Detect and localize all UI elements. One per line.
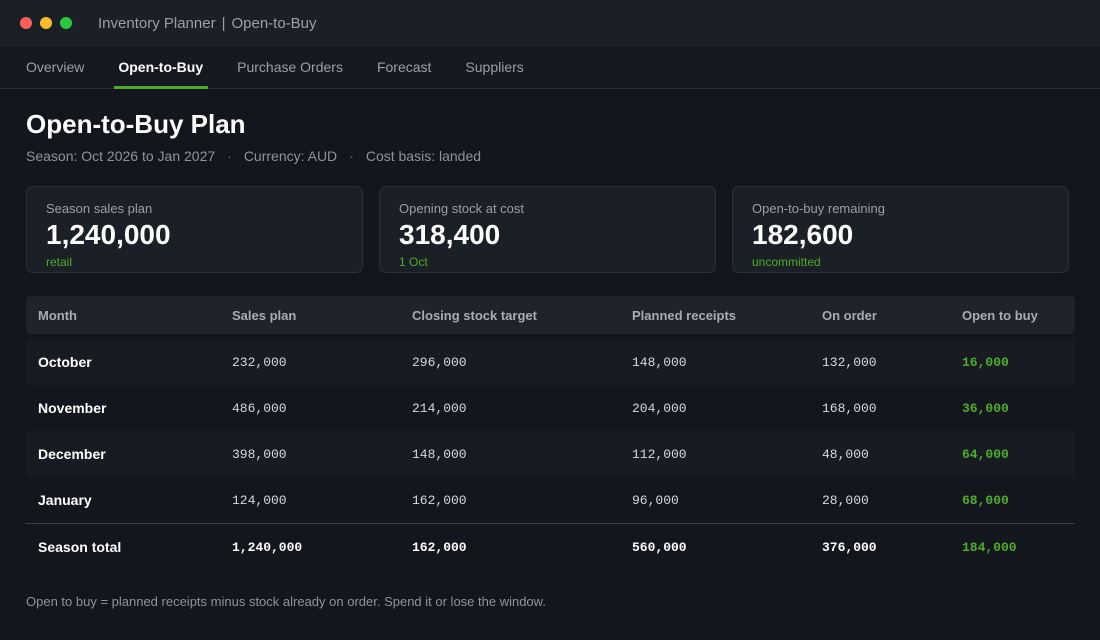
minimize-window-button[interactable] — [40, 17, 52, 29]
tab-overview[interactable]: Overview — [26, 59, 85, 75]
card-subtext: uncommitted — [752, 255, 821, 269]
tab-bar: Overview Open-to-Buy Purchase Orders For… — [0, 46, 1100, 89]
cost-basis-info: Cost basis: landed — [365, 148, 482, 164]
table-row[interactable]: October 232,000 296,000 148,000 132,000 … — [26, 339, 1075, 385]
currency-info: Currency: AUD — [243, 148, 338, 164]
month-cell: October — [38, 354, 92, 370]
table-row[interactable]: November 486,000 214,000 204,000 168,000… — [26, 385, 1075, 431]
closing-stock-cell: 162,000 — [412, 492, 467, 508]
total-on-order: 376,000 — [822, 539, 877, 555]
closing-stock-cell: 296,000 — [412, 354, 467, 370]
total-label: Season total — [38, 539, 122, 555]
on-order-cell: 168,000 — [822, 400, 877, 416]
total-planned-receipts: 560,000 — [632, 539, 687, 555]
footnote: Open to buy = planned receipts minus sto… — [26, 594, 546, 609]
open-to-buy-cell: 16,000 — [962, 354, 1009, 370]
planned-receipts-cell: 148,000 — [632, 354, 687, 370]
close-window-button[interactable] — [20, 17, 32, 29]
meta-bullet: · — [227, 148, 232, 164]
column-header-closing-stock[interactable]: Closing stock target — [412, 307, 537, 323]
page-title: Open-to-Buy Plan — [26, 109, 246, 139]
table-row[interactable]: December 398,000 148,000 112,000 48,000 … — [26, 431, 1075, 477]
sales-plan-cell: 398,000 — [232, 446, 287, 462]
page-meta: Season: Oct 2026 to Jan 2027 · Currency:… — [26, 148, 1074, 164]
on-order-cell: 132,000 — [822, 354, 877, 370]
open-to-buy-cell: 36,000 — [962, 400, 1009, 416]
card-label: Season sales plan — [46, 201, 153, 216]
column-header-open-to-buy[interactable]: Open to buy — [962, 307, 1038, 323]
on-order-cell: 28,000 — [822, 492, 869, 508]
sales-plan-cell: 124,000 — [232, 492, 287, 508]
total-row: Season total 1,240,000 162,000 560,000 3… — [26, 523, 1075, 570]
main-content: Open-to-Buy Plan Season: Oct 2026 to Jan… — [0, 89, 1100, 609]
tab-suppliers[interactable]: Suppliers — [465, 59, 524, 75]
opening-stock-card: Opening stock at cost 318,400 1 Oct — [379, 186, 716, 273]
card-value: 1,240,000 — [46, 219, 171, 250]
title-bar: Inventory Planner | Open-to-Buy — [0, 0, 1100, 46]
season-sales-card: Season sales plan 1,240,000 retail — [26, 186, 363, 273]
title-separator: | — [221, 14, 226, 32]
otb-remaining-card: Open-to-buy remaining 182,600 uncommitte… — [732, 186, 1069, 273]
sales-plan-cell: 232,000 — [232, 354, 287, 370]
meta-bullet: · — [349, 148, 354, 164]
app-name: Inventory Planner — [98, 14, 216, 32]
summary-cards: Season sales plan 1,240,000 retail Openi… — [26, 186, 1074, 273]
card-value: 318,400 — [399, 219, 501, 250]
tab-open-to-buy[interactable]: Open-to-Buy — [114, 46, 208, 89]
season-info: Season: Oct 2026 to Jan 2027 — [26, 148, 216, 164]
table-row[interactable]: January 124,000 162,000 96,000 28,000 68… — [26, 477, 1075, 523]
month-cell: January — [38, 492, 92, 508]
planned-receipts-cell: 96,000 — [632, 492, 679, 508]
page-name: Open-to-Buy — [231, 14, 317, 32]
sales-plan-cell: 486,000 — [232, 400, 287, 416]
column-header-planned-receipts[interactable]: Planned receipts — [632, 307, 737, 323]
tab-forecast[interactable]: Forecast — [376, 59, 432, 75]
on-order-cell: 48,000 — [822, 446, 869, 462]
open-to-buy-cell: 64,000 — [962, 446, 1009, 462]
card-subtext: retail — [46, 255, 73, 269]
closing-stock-cell: 214,000 — [412, 400, 467, 416]
planned-receipts-cell: 112,000 — [632, 446, 687, 462]
maximize-window-button[interactable] — [60, 17, 72, 29]
column-header-month[interactable]: Month — [38, 307, 77, 323]
open-to-buy-cell: 68,000 — [962, 492, 1009, 508]
otb-table: Month Sales plan Closing stock target Pl… — [26, 296, 1075, 570]
month-cell: December — [38, 446, 106, 462]
total-sales-plan: 1,240,000 — [232, 539, 303, 555]
card-subtext: 1 Oct — [399, 255, 428, 269]
total-closing-stock: 162,000 — [412, 539, 467, 555]
column-header-sales-plan[interactable]: Sales plan — [232, 307, 297, 323]
tab-purchase-orders[interactable]: Purchase Orders — [237, 59, 343, 75]
card-label: Opening stock at cost — [399, 201, 525, 216]
planned-receipts-cell: 204,000 — [632, 400, 687, 416]
card-value: 182,600 — [752, 219, 854, 250]
column-header-on-order[interactable]: On order — [822, 307, 877, 323]
month-cell: November — [38, 400, 107, 416]
card-label: Open-to-buy remaining — [752, 201, 885, 216]
window-title: Inventory Planner | Open-to-Buy — [98, 15, 317, 32]
total-open-to-buy: 184,000 — [962, 539, 1017, 555]
table-header: Month Sales plan Closing stock target Pl… — [26, 296, 1075, 334]
closing-stock-cell: 148,000 — [412, 446, 467, 462]
